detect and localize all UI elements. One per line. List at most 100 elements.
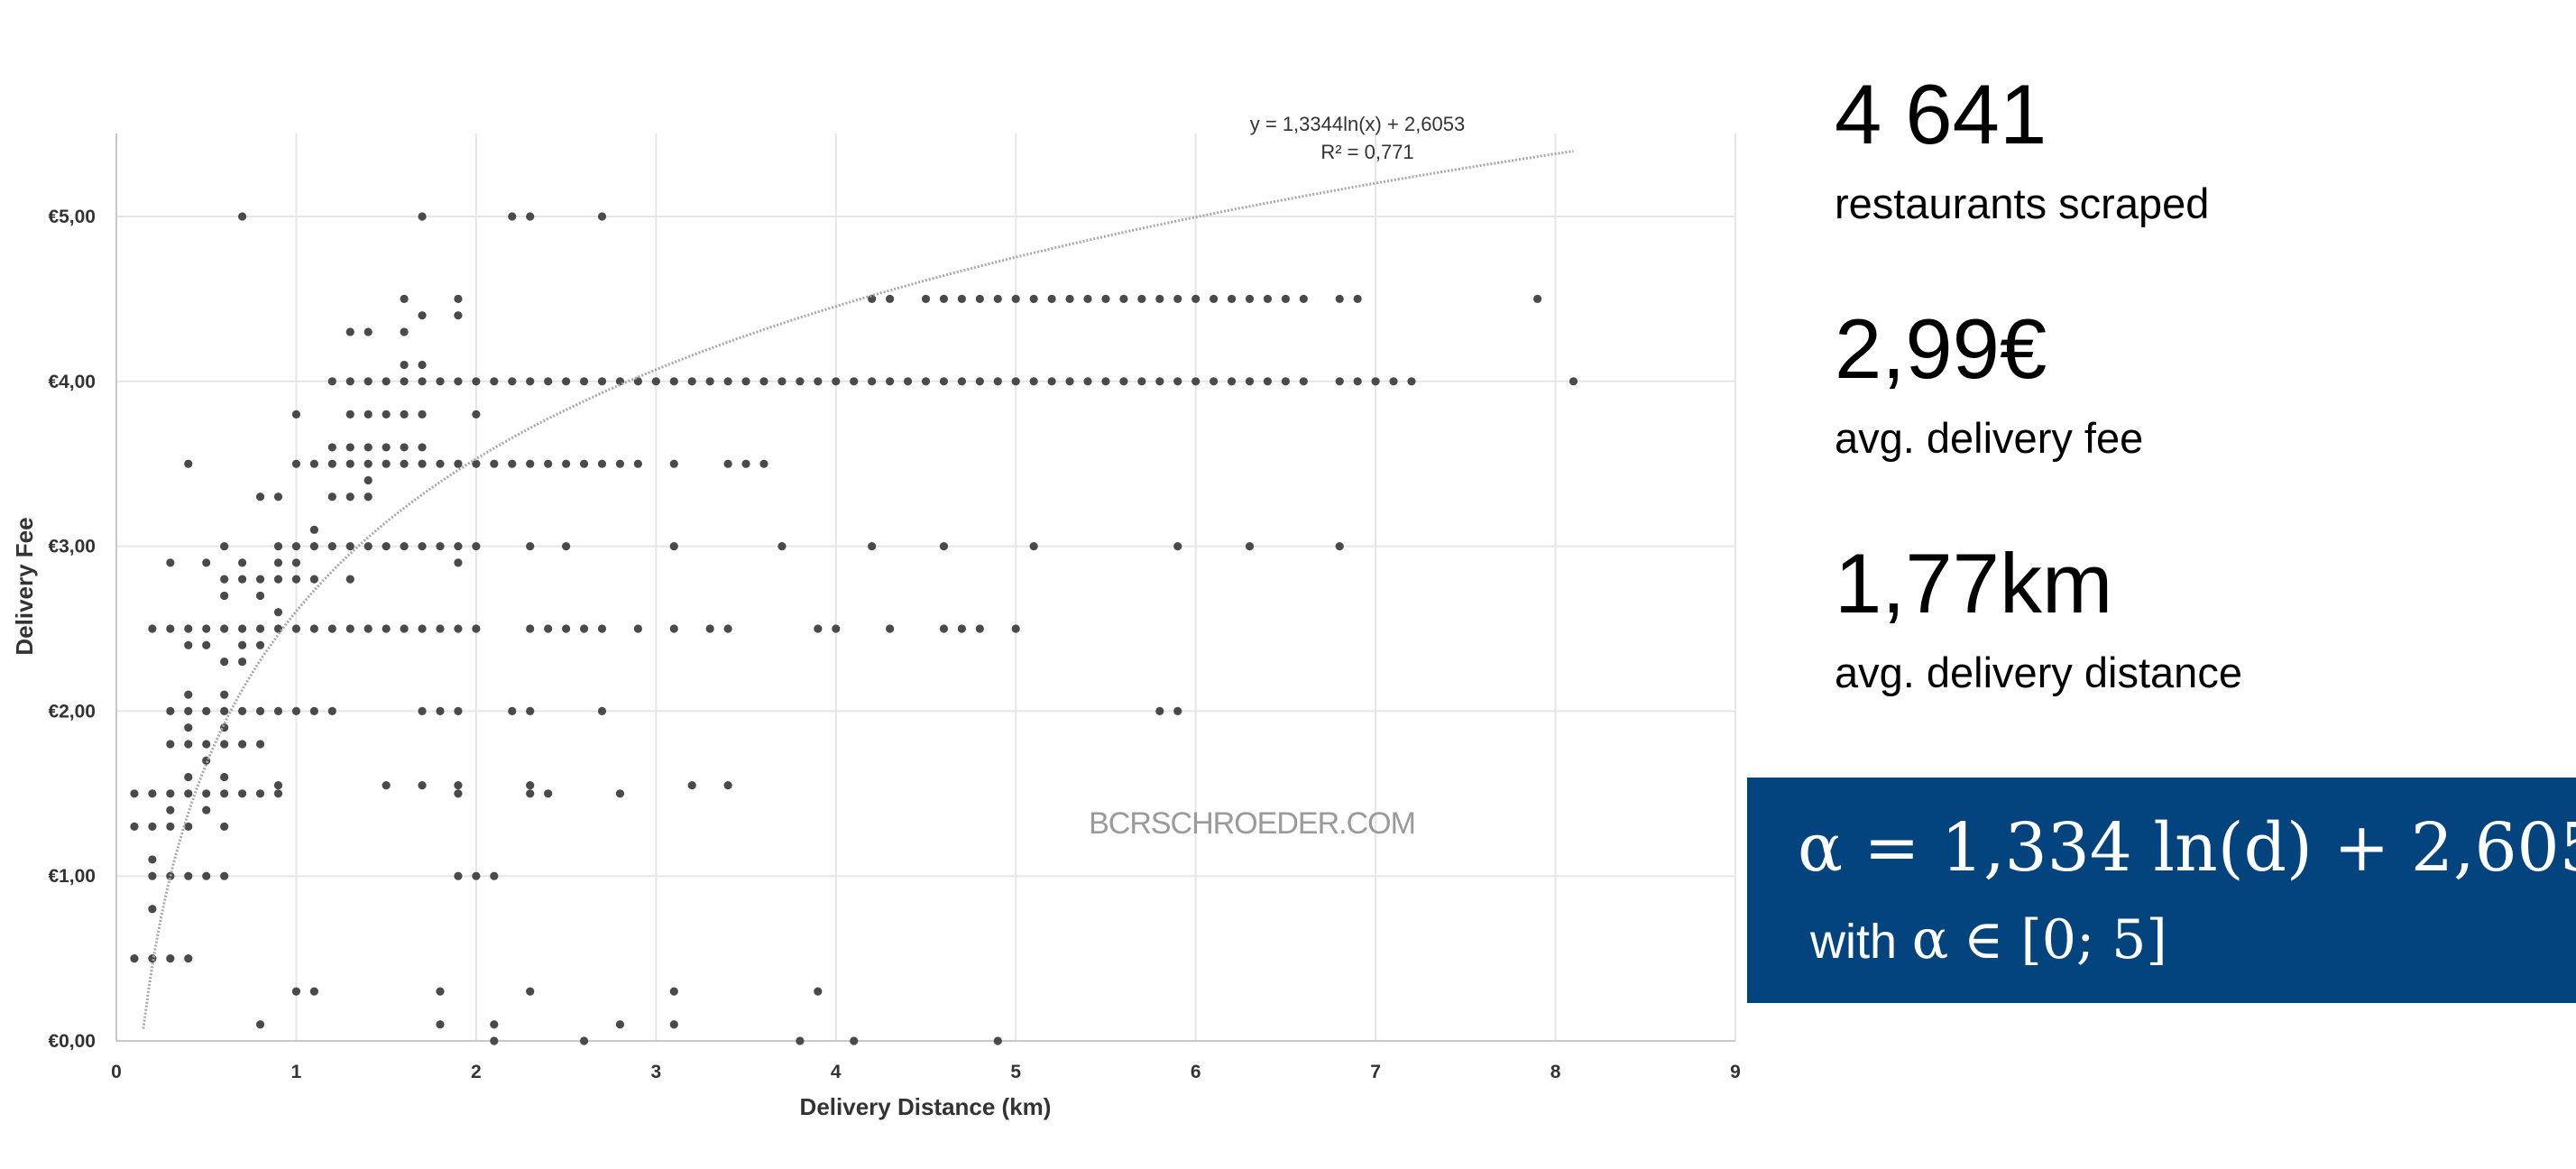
data-point <box>345 327 354 336</box>
data-point <box>814 987 823 996</box>
data-point <box>382 781 391 790</box>
data-point <box>418 781 427 790</box>
x-tick-label: 4 <box>831 1062 842 1082</box>
data-point <box>472 410 481 419</box>
data-point <box>327 624 336 633</box>
data-point <box>166 805 175 815</box>
data-point <box>921 294 931 303</box>
data-point <box>1065 377 1074 386</box>
x-tick-label: 0 <box>111 1062 122 1082</box>
data-point <box>220 624 229 633</box>
data-point <box>597 624 607 633</box>
data-point <box>220 723 229 732</box>
data-point <box>544 459 553 468</box>
data-point <box>957 624 966 633</box>
data-point <box>579 624 589 633</box>
data-point <box>220 657 229 667</box>
data-point <box>345 542 354 551</box>
data-point <box>1281 294 1290 303</box>
data-point <box>1137 377 1146 386</box>
data-point <box>526 706 535 716</box>
data-point <box>1011 377 1020 386</box>
stat-label: avg. delivery fee <box>1835 414 2144 462</box>
data-point <box>400 624 409 633</box>
data-point <box>669 542 678 551</box>
data-point <box>184 789 193 798</box>
data-point <box>939 377 949 386</box>
data-point <box>1407 377 1416 386</box>
data-point <box>1353 294 1362 303</box>
data-point <box>957 377 966 386</box>
x-tick-label: 7 <box>1370 1062 1381 1082</box>
data-point <box>273 542 283 551</box>
data-point <box>777 377 787 386</box>
data-point <box>238 657 247 667</box>
data-point <box>508 459 517 468</box>
data-point <box>490 377 499 386</box>
data-point <box>255 789 265 798</box>
data-point <box>975 377 984 386</box>
data-point <box>148 905 157 914</box>
data-point <box>382 459 391 468</box>
data-point <box>1137 294 1146 303</box>
data-point <box>255 706 265 716</box>
data-point <box>472 542 481 551</box>
data-point <box>418 212 427 221</box>
data-point <box>291 575 301 584</box>
data-point <box>291 624 301 633</box>
chart-axes <box>115 133 1735 1042</box>
data-point <box>454 789 463 798</box>
data-point <box>382 410 391 419</box>
data-point <box>363 443 373 452</box>
data-point <box>238 740 247 749</box>
data-point <box>454 871 463 880</box>
stat-label: restaurants scraped <box>1835 179 2210 227</box>
x-axis-title: Delivery Distance (km) <box>800 1093 1052 1120</box>
data-point <box>166 624 175 633</box>
data-point <box>220 690 229 699</box>
data-point <box>669 377 678 386</box>
formula-range-value: ∈ [0; 5] <box>1963 908 2167 971</box>
data-point <box>1335 377 1344 386</box>
data-point <box>1173 294 1182 303</box>
data-point <box>868 294 877 303</box>
data-point <box>166 558 175 567</box>
data-point <box>400 410 409 419</box>
data-point <box>418 410 427 419</box>
data-point <box>238 624 247 633</box>
data-point <box>327 459 336 468</box>
data-point <box>562 542 571 551</box>
data-point <box>220 772 229 782</box>
data-point <box>723 459 732 468</box>
data-point <box>1299 294 1308 303</box>
data-point <box>993 294 1002 303</box>
data-point <box>705 624 714 633</box>
data-point <box>975 624 984 633</box>
data-point <box>723 781 732 790</box>
data-point <box>202 805 211 815</box>
data-point <box>148 871 157 880</box>
data-point <box>1227 377 1237 386</box>
data-point <box>1371 377 1380 386</box>
data-point <box>255 640 265 649</box>
data-point <box>939 542 949 551</box>
data-point <box>184 954 193 963</box>
scatter-chart: 0 1 2 3 4 5 6 7 8 9 €0,00 €1,00 €2,00 €3,00 €4,00 €5,0… <box>11 113 1741 1120</box>
data-point <box>436 987 445 996</box>
data-point <box>723 377 732 386</box>
data-point <box>705 377 714 386</box>
data-point <box>993 377 1002 386</box>
data-point <box>669 1020 678 1029</box>
data-point <box>273 608 283 617</box>
data-point <box>1119 294 1128 303</box>
data-point <box>309 525 318 534</box>
data-point <box>454 706 463 716</box>
x-tick-labels: 0 1 2 3 4 5 6 7 8 9 <box>111 1062 1741 1082</box>
data-point <box>597 459 607 468</box>
data-point <box>184 640 193 649</box>
data-point <box>814 624 823 633</box>
data-points <box>130 212 1578 1045</box>
data-point <box>418 706 427 716</box>
data-point <box>1047 377 1056 386</box>
data-point <box>687 781 696 790</box>
